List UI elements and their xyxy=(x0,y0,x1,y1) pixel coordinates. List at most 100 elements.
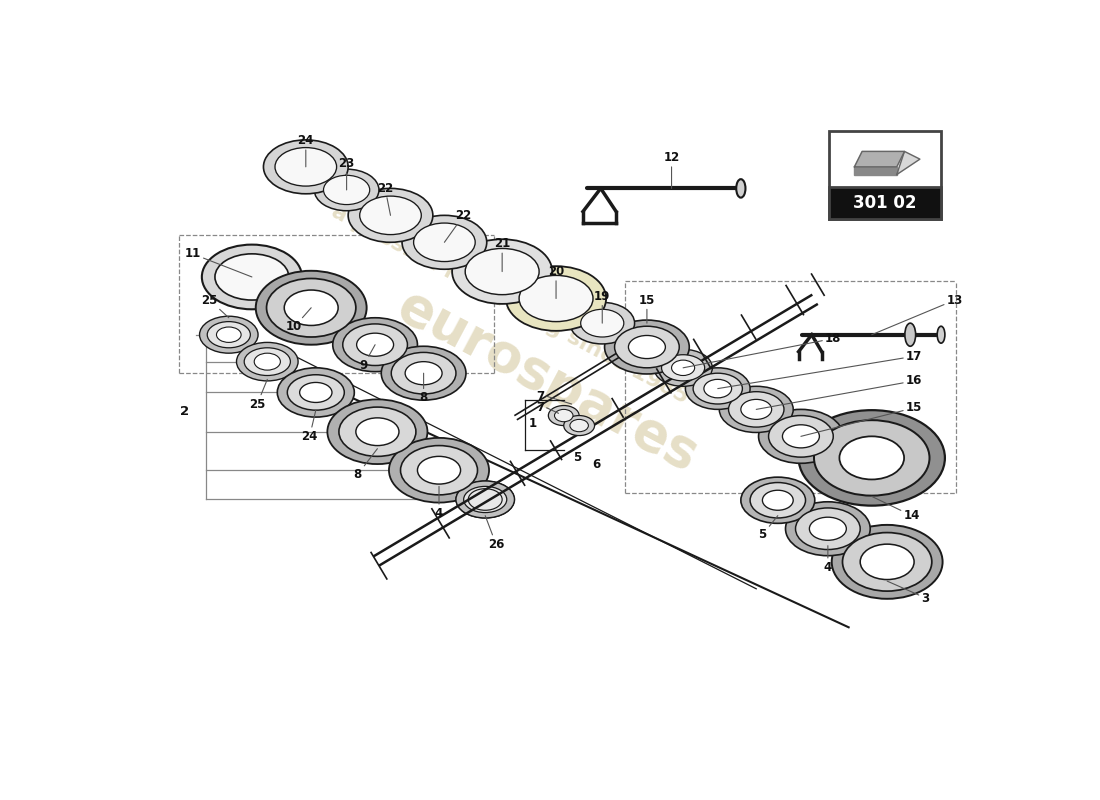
Ellipse shape xyxy=(506,266,606,331)
Ellipse shape xyxy=(795,508,860,550)
Ellipse shape xyxy=(741,399,772,419)
Ellipse shape xyxy=(266,278,356,337)
Ellipse shape xyxy=(839,436,904,479)
Text: 25: 25 xyxy=(201,294,229,318)
Ellipse shape xyxy=(287,374,344,410)
Text: 15: 15 xyxy=(639,294,656,323)
Text: 7: 7 xyxy=(537,390,544,403)
Text: 9: 9 xyxy=(360,345,375,372)
Ellipse shape xyxy=(759,410,844,463)
Text: 301 02: 301 02 xyxy=(854,194,917,212)
Ellipse shape xyxy=(403,215,487,270)
Ellipse shape xyxy=(548,406,579,426)
Ellipse shape xyxy=(685,368,750,410)
Ellipse shape xyxy=(360,196,421,234)
Ellipse shape xyxy=(810,517,846,540)
Text: 22: 22 xyxy=(377,182,393,215)
Ellipse shape xyxy=(332,318,418,372)
Text: 5: 5 xyxy=(758,516,778,542)
Ellipse shape xyxy=(736,179,746,198)
Ellipse shape xyxy=(414,223,475,262)
Ellipse shape xyxy=(937,326,945,343)
Ellipse shape xyxy=(581,310,624,337)
Ellipse shape xyxy=(653,350,713,386)
Text: 22: 22 xyxy=(444,209,472,242)
Ellipse shape xyxy=(277,368,354,417)
Ellipse shape xyxy=(400,446,477,495)
Text: 8: 8 xyxy=(419,373,428,404)
Text: 25: 25 xyxy=(249,379,267,410)
Text: 20: 20 xyxy=(548,265,564,298)
Ellipse shape xyxy=(339,407,416,456)
Ellipse shape xyxy=(343,324,407,366)
Ellipse shape xyxy=(728,392,784,427)
Text: 1: 1 xyxy=(529,417,537,430)
Ellipse shape xyxy=(315,169,378,210)
Text: eurospares: eurospares xyxy=(389,280,707,482)
Text: 15: 15 xyxy=(801,402,922,436)
Ellipse shape xyxy=(299,382,332,402)
Polygon shape xyxy=(855,167,896,174)
Polygon shape xyxy=(896,151,920,174)
Ellipse shape xyxy=(469,489,502,510)
Text: 5: 5 xyxy=(573,451,582,464)
Ellipse shape xyxy=(519,275,593,322)
Text: 14: 14 xyxy=(871,496,920,522)
Ellipse shape xyxy=(199,316,258,353)
Text: 4: 4 xyxy=(824,546,832,574)
Ellipse shape xyxy=(382,346,466,400)
Ellipse shape xyxy=(464,486,507,513)
Ellipse shape xyxy=(356,333,394,356)
Ellipse shape xyxy=(843,533,932,591)
Text: 2: 2 xyxy=(180,405,189,418)
Ellipse shape xyxy=(214,254,289,300)
Ellipse shape xyxy=(769,415,834,457)
Ellipse shape xyxy=(693,373,742,404)
Ellipse shape xyxy=(740,477,815,523)
Ellipse shape xyxy=(570,419,589,432)
Ellipse shape xyxy=(554,410,573,422)
Text: 3: 3 xyxy=(887,581,929,605)
Ellipse shape xyxy=(452,239,552,304)
Ellipse shape xyxy=(323,175,370,205)
Ellipse shape xyxy=(762,490,793,510)
Ellipse shape xyxy=(628,335,666,358)
Text: 19: 19 xyxy=(594,290,610,323)
Ellipse shape xyxy=(860,544,914,579)
Text: a passion for driving since 1985: a passion for driving since 1985 xyxy=(328,201,692,407)
Ellipse shape xyxy=(405,362,442,385)
Text: 7: 7 xyxy=(537,402,544,414)
Ellipse shape xyxy=(785,502,870,556)
Ellipse shape xyxy=(255,270,366,345)
Ellipse shape xyxy=(202,245,301,310)
Ellipse shape xyxy=(750,482,805,518)
Text: 6: 6 xyxy=(592,458,601,470)
Ellipse shape xyxy=(465,249,539,294)
Ellipse shape xyxy=(661,354,705,381)
Ellipse shape xyxy=(564,415,595,435)
Text: 16: 16 xyxy=(757,374,922,410)
Ellipse shape xyxy=(275,147,337,186)
Ellipse shape xyxy=(671,360,695,375)
Polygon shape xyxy=(855,151,904,167)
Ellipse shape xyxy=(355,418,399,446)
Ellipse shape xyxy=(704,379,732,398)
Ellipse shape xyxy=(782,425,820,448)
Ellipse shape xyxy=(236,342,298,381)
Ellipse shape xyxy=(456,481,515,518)
Ellipse shape xyxy=(264,140,348,194)
Ellipse shape xyxy=(905,323,915,346)
Ellipse shape xyxy=(348,188,433,242)
Text: 10: 10 xyxy=(286,308,311,334)
Ellipse shape xyxy=(832,525,943,599)
FancyBboxPatch shape xyxy=(829,187,942,219)
Text: 24: 24 xyxy=(298,134,314,167)
Ellipse shape xyxy=(392,353,456,394)
Text: 13: 13 xyxy=(871,294,962,334)
Ellipse shape xyxy=(605,320,690,374)
Ellipse shape xyxy=(570,302,635,344)
Ellipse shape xyxy=(799,410,945,506)
Text: 24: 24 xyxy=(301,410,318,443)
Text: 11: 11 xyxy=(185,247,252,277)
Ellipse shape xyxy=(418,456,461,484)
